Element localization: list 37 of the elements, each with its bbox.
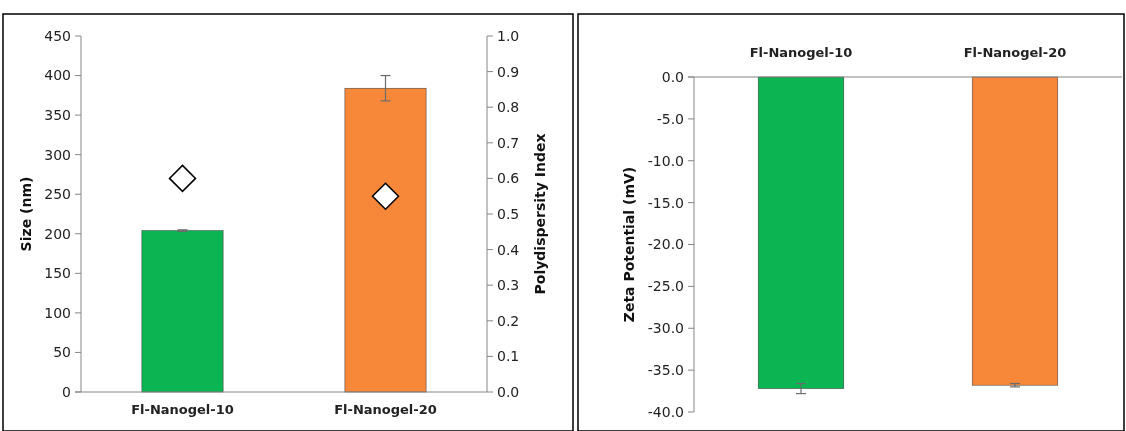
y-tick-label: 100 [44, 304, 71, 321]
y2-tick-label: 0.1 [497, 348, 520, 365]
y2-tick-label: 0.3 [497, 277, 520, 294]
y2-axis-title: Polydispersity Index [532, 133, 548, 295]
y2-tick-label: 0.9 [497, 63, 520, 80]
y-tick-label: -15.0 [647, 194, 684, 211]
y-tick-label: 50 [53, 344, 71, 361]
x-tick-label: Fl-Nanogel-10 [749, 45, 853, 60]
y-tick-label: 0 [62, 383, 71, 400]
y-tick-label: 200 [44, 225, 71, 242]
y-tick-label: 0.0 [661, 68, 684, 85]
y2-tick-label: 1.0 [497, 27, 520, 44]
y2-tick-label: 0.5 [497, 205, 520, 222]
y-tick-label: 400 [44, 67, 71, 84]
y-tick-label: -30.0 [647, 320, 684, 337]
y-tick-label: -40.0 [647, 403, 684, 420]
y2-tick-label: 0.7 [497, 134, 520, 151]
y-tick-label: -25.0 [647, 278, 684, 295]
y-tick-label: -5.0 [656, 110, 684, 127]
y-tick-label: 300 [44, 146, 71, 163]
x-tick-label: Fl-Nanogel-20 [334, 402, 437, 417]
y-tick-label: -10.0 [647, 152, 684, 169]
y2-tick-label: 0.8 [497, 99, 520, 116]
y2-tick-label: 0.0 [497, 383, 520, 400]
x-tick-label: Fl-Nanogel-20 [963, 45, 1067, 60]
y-tick-label: -35.0 [647, 362, 684, 379]
y2-tick-label: 0.2 [497, 312, 520, 329]
y2-tick-label: 0.4 [497, 241, 520, 258]
y-tick-label: 250 [44, 186, 71, 203]
y-tick-label: 350 [44, 107, 71, 124]
y2-tick-label: 0.6 [497, 170, 520, 187]
y-axis-title: Zeta Potential (mV) [621, 166, 637, 323]
y-axis-title: Size (nm) [18, 176, 34, 252]
y-tick-label: -20.0 [647, 236, 684, 253]
y-tick-label: 450 [44, 27, 71, 44]
x-tick-label: Fl-Nanogel-10 [131, 402, 234, 417]
y-tick-label: 150 [44, 265, 71, 282]
